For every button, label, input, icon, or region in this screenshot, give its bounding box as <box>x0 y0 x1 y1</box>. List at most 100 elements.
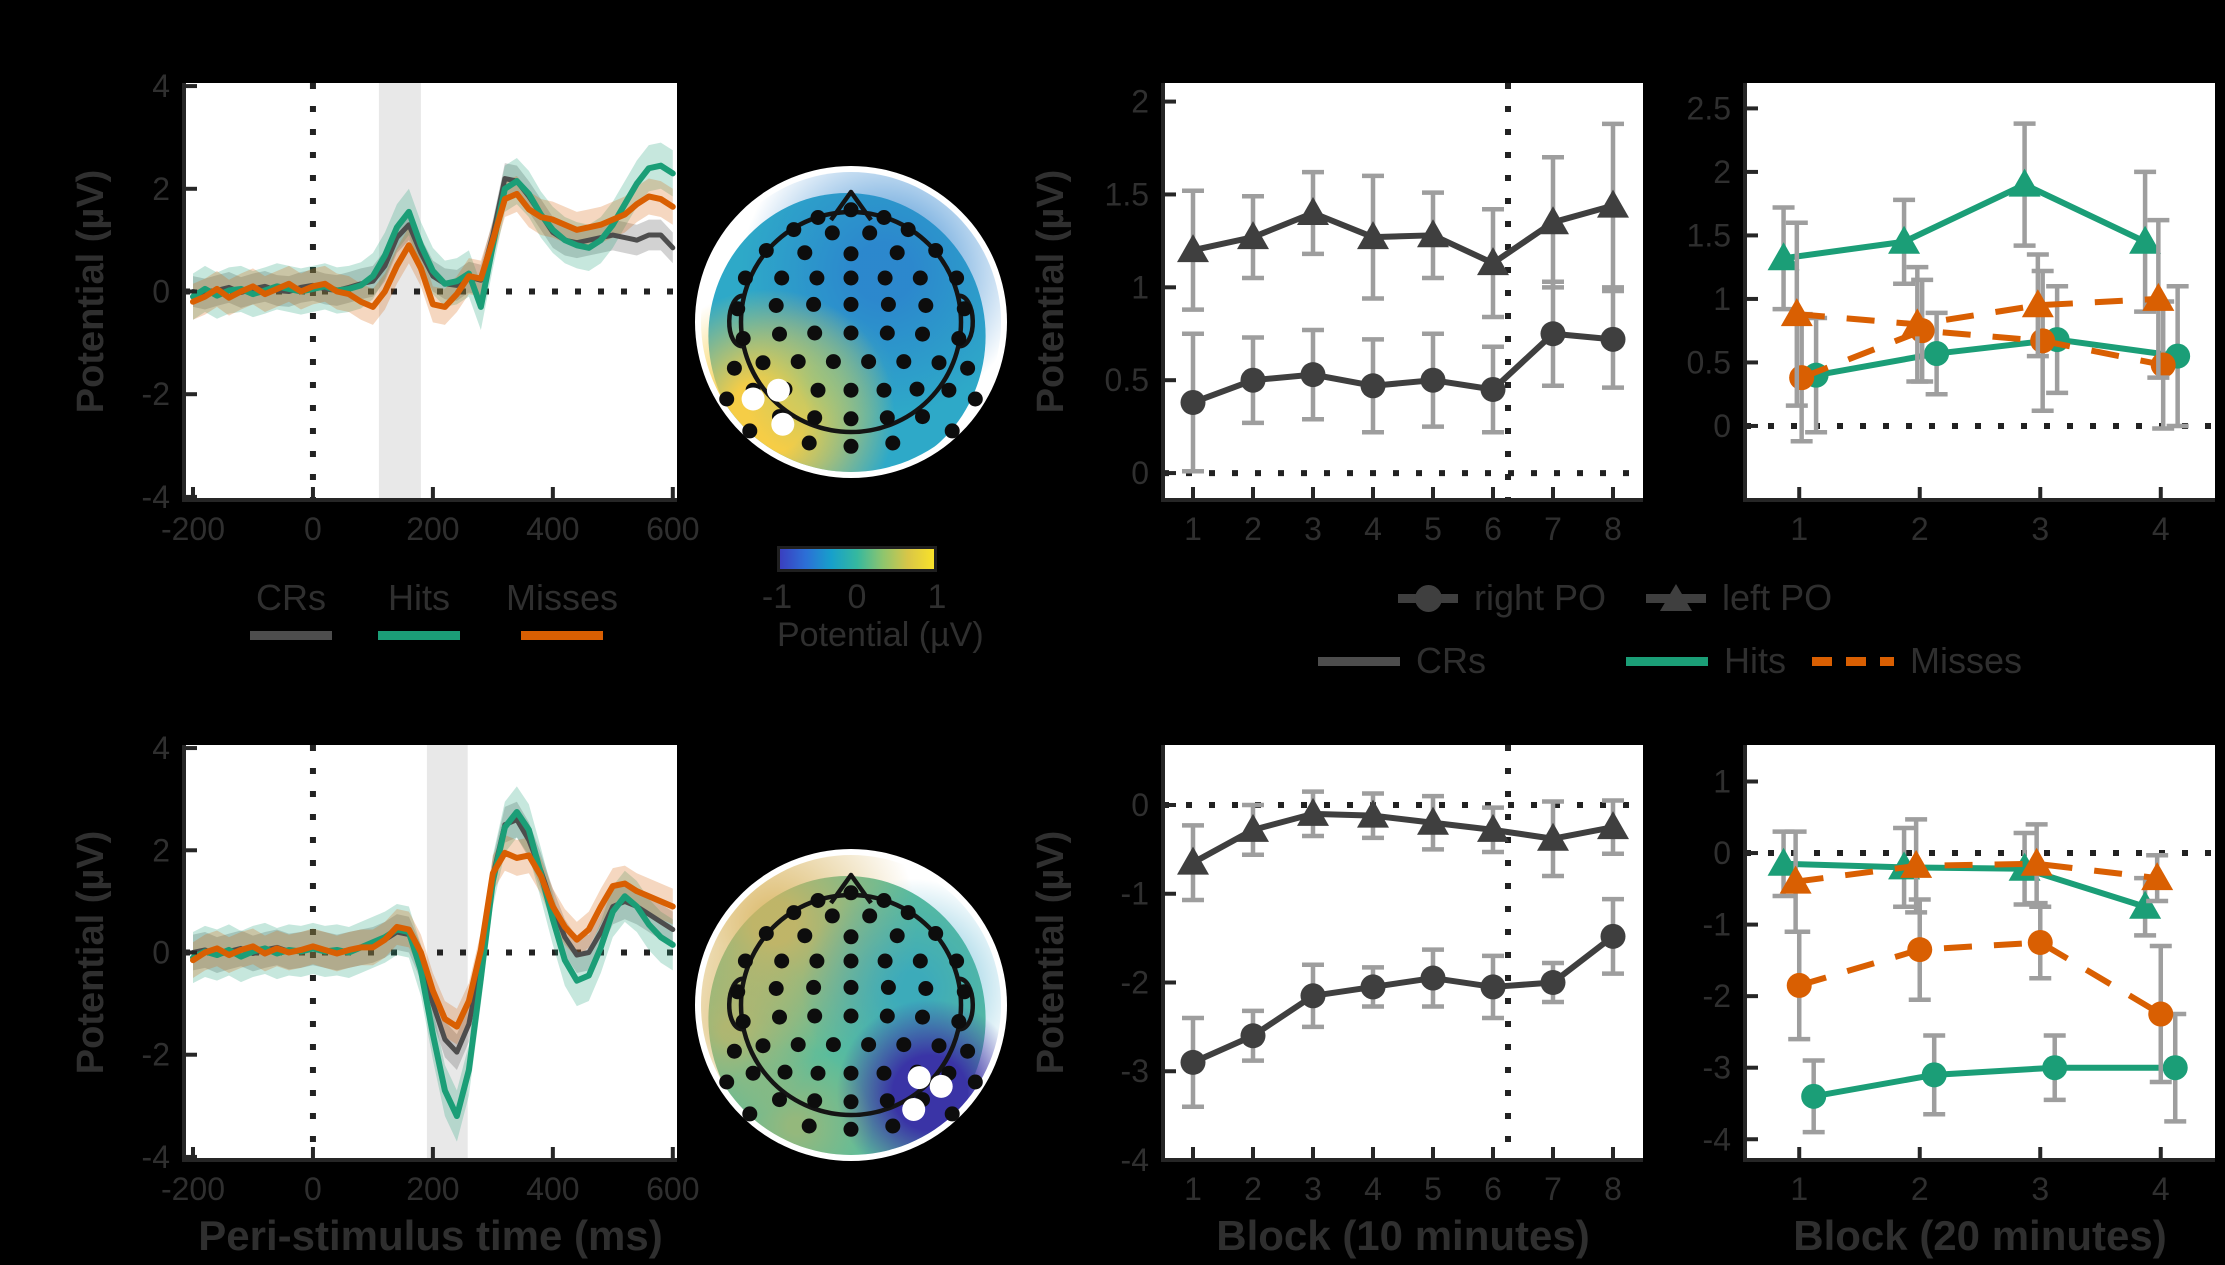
svg-text:200: 200 <box>406 511 459 547</box>
crs-line-swatch <box>250 631 332 640</box>
svg-text:6: 6 <box>1484 1171 1502 1207</box>
svg-text:4: 4 <box>1364 511 1382 547</box>
svg-text:1: 1 <box>1184 1171 1202 1207</box>
svg-text:Peri-stimulus time (ms): Peri-stimulus time (ms) <box>198 1212 662 1259</box>
svg-text:400: 400 <box>526 1171 579 1207</box>
svg-text:-1: -1 <box>1703 907 1731 943</box>
svg-text:0: 0 <box>1131 787 1149 823</box>
svg-text:4: 4 <box>2152 511 2170 547</box>
legend-block-conditions: CRs Hits Misses <box>1318 640 2022 682</box>
legend-label-crs: CRs <box>1416 640 1486 681</box>
legend-label-right-po: right PO <box>1474 577 1607 618</box>
hits-line-swatch <box>1626 656 1708 666</box>
colorbar-tick-min: -1 <box>761 578 793 616</box>
svg-text:5: 5 <box>1424 511 1442 547</box>
svg-text:200: 200 <box>406 1171 459 1207</box>
svg-text:-4: -4 <box>142 1139 170 1175</box>
svg-text:0: 0 <box>1131 455 1149 491</box>
legend-item-crs: CRs <box>1318 640 1486 682</box>
highlighted-electrode <box>929 1074 953 1098</box>
svg-text:4: 4 <box>2152 1171 2170 1207</box>
svg-text:0: 0 <box>152 935 170 971</box>
svg-text:0.5: 0.5 <box>1105 362 1149 398</box>
svg-text:1: 1 <box>1131 269 1149 305</box>
svg-text:2: 2 <box>1131 84 1149 120</box>
legend-erp-conditions: CRs Hits Misses <box>250 577 618 640</box>
svg-text:5: 5 <box>1424 1171 1442 1207</box>
svg-text:1: 1 <box>1713 763 1731 799</box>
svg-text:1: 1 <box>1790 511 1808 547</box>
svg-text:0: 0 <box>1713 835 1731 871</box>
blocks-top-crs: 1 2 3 4 5 6 7 8 0 0.5 1 1.5 2 Potential (µV) <box>1030 83 1643 547</box>
colorbar <box>777 546 937 572</box>
svg-text:4: 4 <box>152 730 170 766</box>
svg-text:2: 2 <box>1244 1171 1262 1207</box>
svg-text:1.5: 1.5 <box>1687 217 1731 253</box>
legend-item-left-po: left PO <box>1646 577 1832 619</box>
svg-text:-200: -200 <box>161 511 225 547</box>
svg-text:-2: -2 <box>1121 964 1149 1000</box>
svg-text:600: 600 <box>646 511 699 547</box>
svg-text:3: 3 <box>2031 511 2049 547</box>
svg-text:1: 1 <box>1790 1171 1808 1207</box>
topo-bottom <box>695 849 1007 1161</box>
svg-text:4: 4 <box>152 68 170 104</box>
svg-text:Block (20 minutes): Block (20 minutes) <box>1793 1212 2166 1259</box>
legend-label-hits: Hits <box>388 577 450 618</box>
highlighted-electrode <box>741 387 765 411</box>
crs-line-swatch <box>1318 656 1400 666</box>
svg-text:0.5: 0.5 <box>1687 344 1731 380</box>
circle-marker-icon <box>1415 585 1442 612</box>
legend-item-crs: CRs <box>250 577 332 640</box>
svg-text:1: 1 <box>1184 511 1202 547</box>
legend-item-hits: Hits <box>378 577 460 640</box>
svg-text:3: 3 <box>1304 511 1322 547</box>
highlighted-electrode <box>907 1066 931 1090</box>
svg-text:7: 7 <box>1544 1171 1562 1207</box>
blocks-top-hitmiss: 1 2 3 4 0 0.5 1 1.5 2 2.5 <box>1687 83 2215 547</box>
svg-text:7: 7 <box>1544 511 1562 547</box>
triangle-marker-icon <box>1660 584 1693 611</box>
svg-text:Potential (µV): Potential (µV) <box>70 831 112 1075</box>
svg-text:1.5: 1.5 <box>1105 176 1149 212</box>
svg-text:2: 2 <box>1911 1171 1929 1207</box>
colorbar-tick-mid: 0 <box>847 578 867 616</box>
misses-line-swatch <box>521 631 603 640</box>
hits-line-swatch <box>378 631 460 640</box>
legend-label-misses: Misses <box>506 577 619 618</box>
topo-top <box>695 166 1007 478</box>
svg-text:-4: -4 <box>1121 1142 1149 1178</box>
highlighted-electrode <box>902 1098 926 1121</box>
highlighted-electrode <box>766 378 790 402</box>
highlighted-electrode <box>771 412 795 436</box>
svg-text:0: 0 <box>304 1171 322 1207</box>
blocks-bottom-crs: 1 2 3 4 5 6 7 8 0 -1 -2 -3 -4 Potential (µV) Block (10… <box>1030 745 1643 1259</box>
erp-bottom: -200 0 200 400 600 -4 -2 0 2 4 Potential (µV) Peri-… <box>70 730 699 1259</box>
svg-text:2: 2 <box>1244 511 1262 547</box>
colorbar-tick-max: 1 <box>927 578 947 616</box>
legend-item-hits: Hits <box>1626 640 1786 682</box>
legend-label-misses: Misses <box>1910 640 2023 681</box>
misses-dashed-swatch <box>1812 656 1894 666</box>
colorbar-ticks: -1 0 1 <box>762 578 947 616</box>
svg-text:-200: -200 <box>161 1171 225 1207</box>
svg-text:600: 600 <box>646 1171 699 1207</box>
legend-label-left-po: left PO <box>1722 577 1833 618</box>
svg-text:2: 2 <box>1713 154 1731 190</box>
svg-text:8: 8 <box>1604 1171 1622 1207</box>
svg-text:8: 8 <box>1604 511 1622 547</box>
svg-text:6: 6 <box>1484 511 1502 547</box>
svg-text:1: 1 <box>1713 281 1731 317</box>
legend-item-right-po: right PO <box>1398 577 1606 619</box>
colorbar-label: Potential (µV) <box>777 616 984 654</box>
svg-text:0: 0 <box>1713 408 1731 444</box>
erp-top: -200 0 200 400 600 -4 -2 0 2 4 Potential (µV) <box>70 68 699 547</box>
legend-label-hits: Hits <box>1724 640 1786 681</box>
svg-text:-1: -1 <box>1121 876 1149 912</box>
svg-text:2: 2 <box>152 832 170 868</box>
svg-text:-3: -3 <box>1121 1053 1149 1089</box>
svg-text:Potential (µV): Potential (µV) <box>1030 170 1072 414</box>
svg-text:3: 3 <box>1304 1171 1322 1207</box>
svg-text:-3: -3 <box>1703 1050 1731 1086</box>
